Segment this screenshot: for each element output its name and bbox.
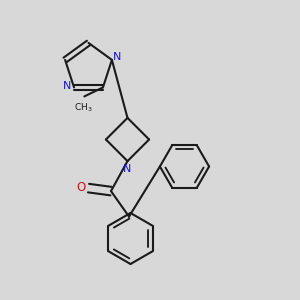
- Text: N: N: [63, 81, 72, 91]
- Text: N: N: [113, 52, 122, 62]
- Text: O: O: [76, 181, 85, 194]
- Text: N: N: [123, 164, 132, 174]
- Text: CH$_3$: CH$_3$: [74, 102, 92, 114]
